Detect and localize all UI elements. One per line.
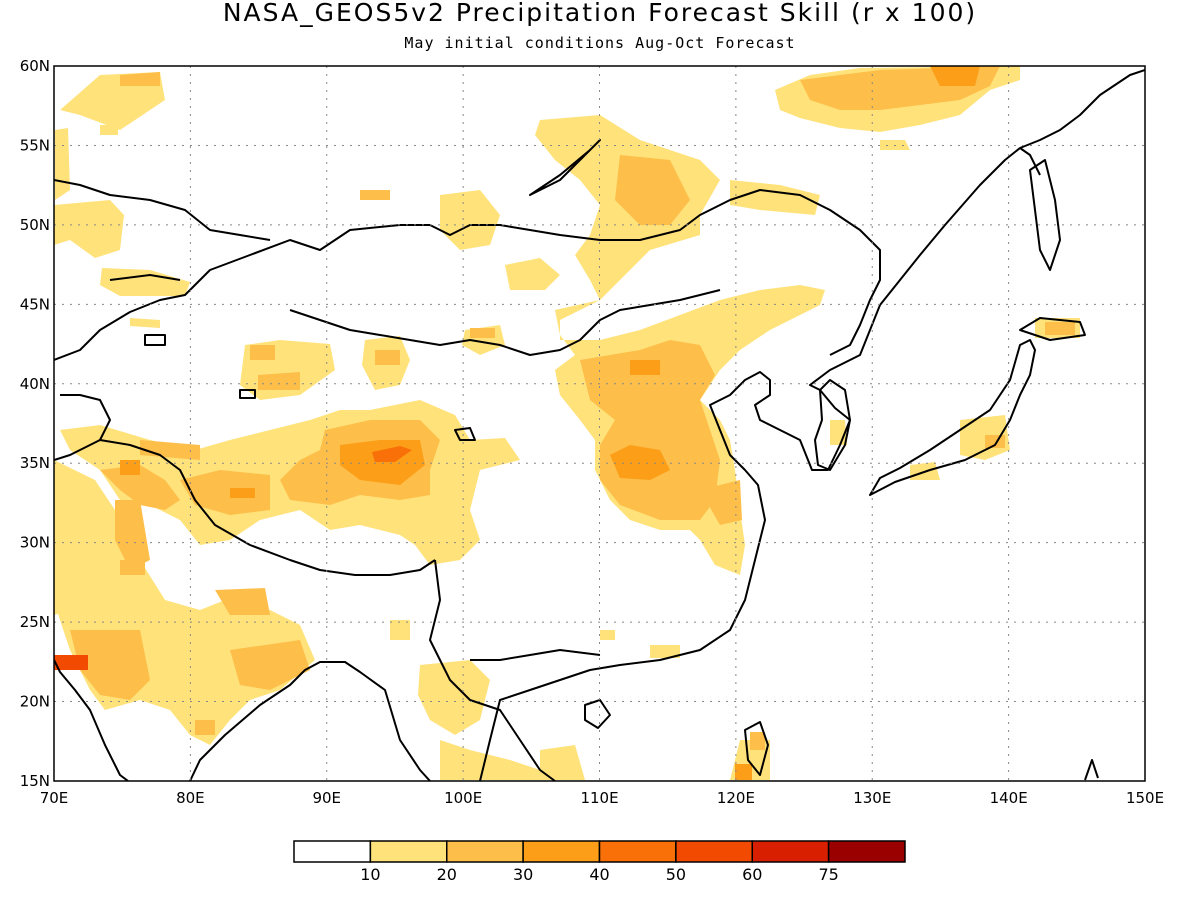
lat-tick-label: 25N xyxy=(20,613,50,631)
colorbar-label: 60 xyxy=(742,865,762,884)
lat-tick-label: 30N xyxy=(20,534,50,552)
skill-level-50-60 xyxy=(54,655,88,670)
colorbar-label: 40 xyxy=(589,865,609,884)
lon-tick-label: 130E xyxy=(853,789,891,807)
lat-tick-label: 60N xyxy=(20,57,50,75)
map-grid xyxy=(54,66,1145,781)
map-frame xyxy=(53,65,1146,782)
longitude-labels: 70E 80E 90E 100E 110E 120E 130E 140E 150E xyxy=(40,789,1164,807)
skill-level-40-50 xyxy=(372,446,412,462)
lat-tick-label: 50N xyxy=(20,216,50,234)
lat-tick-label: 15N xyxy=(20,772,50,790)
colorbar-label: 30 xyxy=(513,865,533,884)
map-subtitle: May initial conditions Aug-Oct Forecast xyxy=(404,34,796,52)
skill-level-30-40 xyxy=(120,66,980,780)
lon-tick-label: 100E xyxy=(444,789,482,807)
colorbar-swatch xyxy=(751,840,830,863)
lon-tick-label: 120E xyxy=(717,789,755,807)
colorbar-label: 50 xyxy=(666,865,686,884)
colorbar: 10 20 30 40 50 60 75 xyxy=(293,840,906,884)
lat-tick-label: 45N xyxy=(20,295,50,313)
lat-tick-label: 40N xyxy=(20,375,50,393)
lon-tick-label: 150E xyxy=(1126,789,1164,807)
colorbar-swatch xyxy=(446,840,524,863)
lon-tick-label: 90E xyxy=(312,789,341,807)
lat-tick-label: 20N xyxy=(20,693,50,711)
colorbar-swatch xyxy=(293,840,372,863)
lat-tick-label: 55N xyxy=(20,136,50,154)
colorbar-label: 20 xyxy=(437,865,457,884)
skill-shading xyxy=(54,66,1080,780)
lat-tick-label: 35N xyxy=(20,454,50,472)
coastlines xyxy=(54,69,1145,781)
colorbar-label: 10 xyxy=(360,865,380,884)
colorbar-swatch xyxy=(369,840,448,863)
lon-tick-label: 140E xyxy=(990,789,1028,807)
colorbar-swatch xyxy=(827,840,906,863)
colorbar-swatch xyxy=(598,840,677,863)
colorbar-swatch xyxy=(522,840,601,863)
lon-tick-label: 80E xyxy=(176,789,205,807)
latitude-labels: 60N 55N 50N 45N 40N 35N 30N 25N 20N 15N xyxy=(20,57,50,790)
lon-tick-label: 110E xyxy=(580,789,618,807)
map-title: NASA_GEOS5v2 Precipitation Forecast Skil… xyxy=(222,0,978,27)
colorbar-swatch xyxy=(675,840,753,863)
colorbar-label: 75 xyxy=(818,865,838,884)
lon-tick-label: 70E xyxy=(40,789,69,807)
